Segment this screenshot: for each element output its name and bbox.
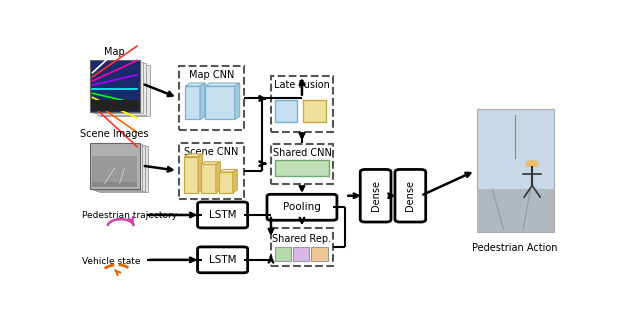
Text: Dense: Dense [405,180,415,211]
FancyBboxPatch shape [93,62,143,113]
Text: Map: Map [104,47,125,57]
Text: Vehicle state: Vehicle state [83,257,141,266]
FancyBboxPatch shape [100,65,150,116]
Polygon shape [200,83,205,120]
FancyBboxPatch shape [477,189,554,232]
Polygon shape [216,162,220,192]
FancyBboxPatch shape [185,86,200,120]
FancyBboxPatch shape [93,144,143,190]
Polygon shape [201,162,220,164]
FancyBboxPatch shape [92,157,137,182]
Text: Scene CNN: Scene CNN [184,147,239,157]
Text: Shared CNN: Shared CNN [273,149,332,159]
Text: Pooling: Pooling [283,202,321,212]
FancyBboxPatch shape [275,247,291,261]
Text: LSTM: LSTM [209,255,236,265]
FancyBboxPatch shape [275,100,297,122]
FancyBboxPatch shape [219,172,233,192]
Text: Pedestrian trajectory: Pedestrian trajectory [83,211,178,220]
Polygon shape [233,169,237,192]
Polygon shape [235,83,240,120]
Text: LSTM: LSTM [209,210,236,220]
Text: Late Fusion: Late Fusion [274,81,330,91]
Polygon shape [185,83,205,86]
FancyBboxPatch shape [360,169,391,222]
FancyBboxPatch shape [96,145,145,191]
FancyBboxPatch shape [97,63,147,115]
FancyBboxPatch shape [91,100,138,111]
FancyBboxPatch shape [92,182,137,187]
FancyBboxPatch shape [198,202,248,228]
FancyBboxPatch shape [99,146,148,192]
FancyBboxPatch shape [205,86,235,120]
Circle shape [526,161,538,167]
Text: Shared Rep.: Shared Rep. [273,233,332,243]
FancyBboxPatch shape [201,164,216,192]
Text: Pedestrian Action: Pedestrian Action [472,242,558,252]
FancyBboxPatch shape [303,100,326,122]
FancyBboxPatch shape [184,157,198,192]
Text: Dense: Dense [371,180,381,211]
FancyBboxPatch shape [311,247,328,261]
FancyBboxPatch shape [293,247,310,261]
FancyBboxPatch shape [395,169,426,222]
Polygon shape [184,154,202,157]
FancyBboxPatch shape [477,109,554,232]
Polygon shape [219,169,237,172]
FancyBboxPatch shape [275,160,329,176]
Text: Map CNN: Map CNN [189,70,234,80]
Polygon shape [198,154,202,192]
Polygon shape [205,83,240,86]
FancyBboxPatch shape [198,247,248,273]
FancyBboxPatch shape [90,143,140,189]
FancyBboxPatch shape [267,194,337,220]
FancyBboxPatch shape [90,61,140,112]
Text: Scene Images: Scene Images [81,130,149,140]
